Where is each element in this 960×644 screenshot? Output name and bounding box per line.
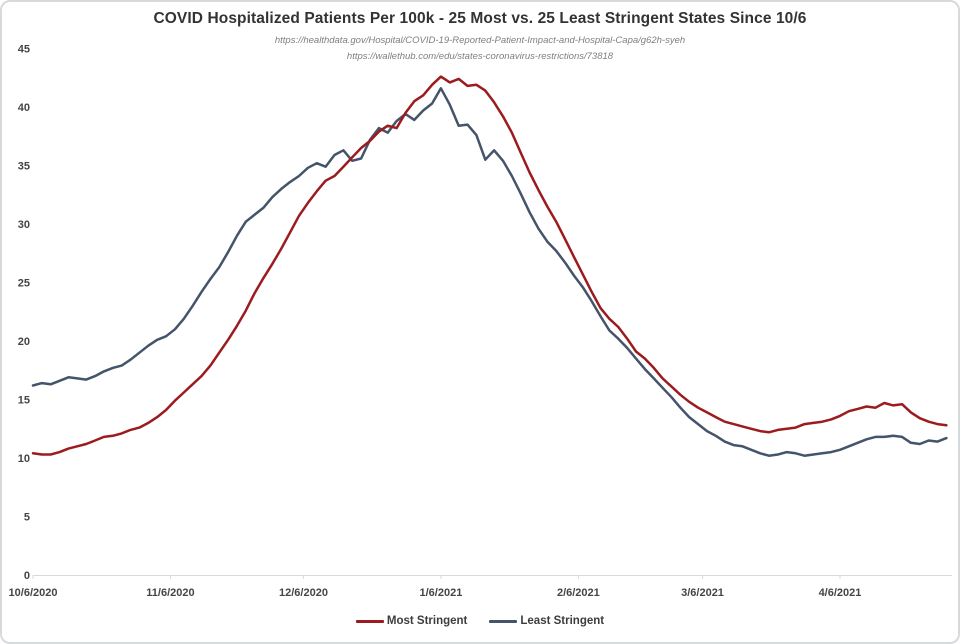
y-axis-tick-30: 30 <box>18 219 30 231</box>
y-axis-tick-45: 45 <box>18 44 30 56</box>
least-stringent-line-swatch <box>489 619 518 623</box>
x-axis-tick-3/6/2021: 3/6/2021 <box>681 587 724 599</box>
x-axis-tick-2/6/2021: 2/6/2021 <box>557 587 600 599</box>
x-axis-tick-1/6/2021: 1/6/2021 <box>420 587 463 599</box>
y-axis-tick-15: 15 <box>18 395 30 407</box>
x-axis-tick-12/6/2020: 12/6/2020 <box>279 587 328 599</box>
most-stringent-line-swatch <box>355 619 384 623</box>
source-url-healthdata: https://healthdata.gov/Hospital/COVID-19… <box>274 35 686 46</box>
y-axis-tick-5: 5 <box>24 512 30 524</box>
most-stringent-line <box>31 75 948 456</box>
legend-item-least-stringent: Least Stringent <box>489 615 604 627</box>
y-axis-tick-10: 10 <box>18 453 30 465</box>
y-axis-tick-35: 35 <box>18 161 30 173</box>
x-axis-tick-11/6/2020: 11/6/2020 <box>146 587 194 599</box>
source-url-wallethub: https://wallethub.com/edu/states-coronav… <box>346 51 614 62</box>
y-axis-tick-40: 40 <box>18 102 30 114</box>
legend-label-most-stringent: Most Stringent <box>386 615 468 627</box>
chart-legend: Most Stringent Least Stringent <box>0 615 960 627</box>
x-axis-tick-4/6/2021: 4/6/2021 <box>819 587 862 599</box>
y-axis-tick-25: 25 <box>18 278 30 290</box>
chart-title: COVID Hospitalized Patients Per 100k - 2… <box>153 10 807 27</box>
y-axis-tick-20: 20 <box>18 336 30 348</box>
least-stringent-line <box>31 87 948 457</box>
legend-item-most-stringent: Most Stringent <box>355 615 468 627</box>
legend-label-least-stringent: Least Stringent <box>520 615 605 627</box>
x-axis-tick-10/6/2020: 10/6/2020 <box>9 587 58 599</box>
y-axis-tick-0: 0 <box>24 570 30 582</box>
